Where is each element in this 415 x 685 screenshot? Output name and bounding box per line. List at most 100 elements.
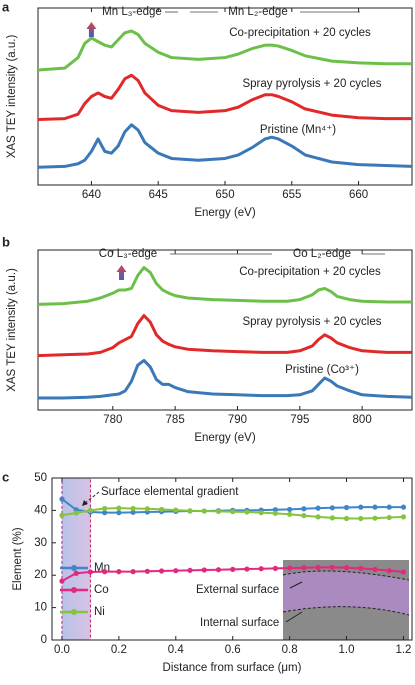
data-point xyxy=(343,515,350,522)
annotation: Surface elemental gradient xyxy=(101,486,239,498)
series-line xyxy=(37,266,412,306)
panel: a 640 645 650 655 660 Energy (eV) XAS TEY inten… xyxy=(2,0,413,219)
data-point xyxy=(315,514,321,520)
data-point xyxy=(230,566,236,572)
data-point xyxy=(116,505,122,511)
data-point xyxy=(258,566,264,572)
x-tick-label: 640 xyxy=(82,189,101,201)
y-axis-label: XAS TEY intensity (a.u.) xyxy=(6,268,18,392)
data-point xyxy=(187,508,193,514)
edge-label: Co L₂-edge xyxy=(293,248,351,260)
data-point xyxy=(386,504,392,510)
x-tick-label: 785 xyxy=(166,414,185,426)
y-tick-label: 10 xyxy=(34,602,47,614)
data-point xyxy=(59,578,65,584)
y-axis-label: XAS TEY intensity (a.u.) xyxy=(6,35,18,159)
legend-label: Co xyxy=(94,584,109,596)
plot-frame xyxy=(37,249,413,411)
y-axis-label: Element (%) xyxy=(12,527,24,590)
x-tick-label: 1.0 xyxy=(339,644,355,656)
data-point xyxy=(272,507,278,513)
data-point xyxy=(244,509,250,515)
x-tick-label: 655 xyxy=(282,189,301,201)
series-line xyxy=(38,358,413,400)
annotation: External surface xyxy=(196,584,279,596)
data-point xyxy=(201,508,207,514)
data-point xyxy=(287,565,293,571)
annotation: Internal surface xyxy=(200,617,279,629)
x-tick-label: 0.2 xyxy=(111,644,127,656)
annotation-arrowhead xyxy=(82,500,88,506)
data-point xyxy=(301,512,307,519)
series-line xyxy=(37,73,412,122)
data-point xyxy=(386,568,392,574)
data-point xyxy=(102,505,108,512)
data-point xyxy=(400,504,407,510)
x-tick-label: 780 xyxy=(103,414,122,426)
y-tick-label: 20 xyxy=(34,569,47,581)
panel-letter: b xyxy=(2,234,10,249)
data-point xyxy=(173,568,179,574)
y-tick-label: 40 xyxy=(34,504,47,516)
data-point xyxy=(102,510,108,516)
data-point xyxy=(400,514,407,520)
x-tick-label: 1.2 xyxy=(395,644,411,656)
x-tick-label: 0.0 xyxy=(54,644,70,656)
data-point xyxy=(116,569,122,575)
curve-label: Co-precipitation + 20 cycles xyxy=(229,27,371,39)
edge-label: Mn L₃-edge xyxy=(102,6,162,18)
data-point xyxy=(272,510,278,516)
inset-particle xyxy=(283,571,409,615)
arrow-icon xyxy=(116,265,127,280)
panel-letter: a xyxy=(2,0,10,14)
data-point xyxy=(272,565,278,571)
legend-label: Ni xyxy=(94,606,105,618)
data-point xyxy=(130,509,136,515)
y-tick-label: 0 xyxy=(41,634,47,646)
data-point xyxy=(87,569,94,575)
annotation-arrow xyxy=(289,581,303,589)
data-point xyxy=(244,566,250,572)
data-point xyxy=(343,504,350,511)
data-point xyxy=(187,567,193,573)
data-point xyxy=(258,510,264,516)
x-tick-label: 790 xyxy=(228,414,247,426)
series-line xyxy=(37,29,412,72)
x-tick-label: 800 xyxy=(353,414,372,426)
arrow-icon xyxy=(86,22,97,37)
data-point xyxy=(358,515,364,522)
curve-label: Spray pyrolysis + 20 cycles xyxy=(242,316,381,328)
curve-label: Co-precipitation + 20 cycles xyxy=(239,266,381,278)
data-point xyxy=(201,567,207,573)
data-point xyxy=(73,510,79,516)
data-point xyxy=(230,509,236,515)
data-point xyxy=(301,565,307,571)
curve-label: Spray pyrolysis + 20 cycles xyxy=(242,78,381,90)
x-axis-label: Distance from surface (μm) xyxy=(163,662,302,674)
panel: c 0.0 0.2 0.4 0.6 0.8 1.0 1.2 0 10 20 30 40 50 Distanc… xyxy=(2,469,413,674)
series-line xyxy=(37,123,413,169)
data-point xyxy=(372,504,378,510)
data-point xyxy=(315,564,321,571)
data-point xyxy=(87,507,94,513)
data-point xyxy=(116,510,122,516)
x-axis-label: Energy (eV) xyxy=(194,432,256,444)
legend-marker xyxy=(71,587,77,593)
x-axis-label: Energy (eV) xyxy=(194,207,256,219)
data-point xyxy=(287,506,293,513)
data-point xyxy=(130,569,136,575)
x-tick-label: 660 xyxy=(349,189,368,201)
data-point xyxy=(59,496,65,502)
annotation-arrow xyxy=(83,491,100,505)
data-point xyxy=(215,508,222,514)
x-tick-label: 645 xyxy=(149,189,168,201)
data-point xyxy=(400,569,407,575)
data-point xyxy=(372,566,378,572)
data-point xyxy=(173,507,179,513)
data-point xyxy=(358,565,364,571)
data-point xyxy=(215,567,222,573)
series-line xyxy=(37,314,412,358)
data-point xyxy=(59,512,65,518)
data-point xyxy=(358,504,364,510)
